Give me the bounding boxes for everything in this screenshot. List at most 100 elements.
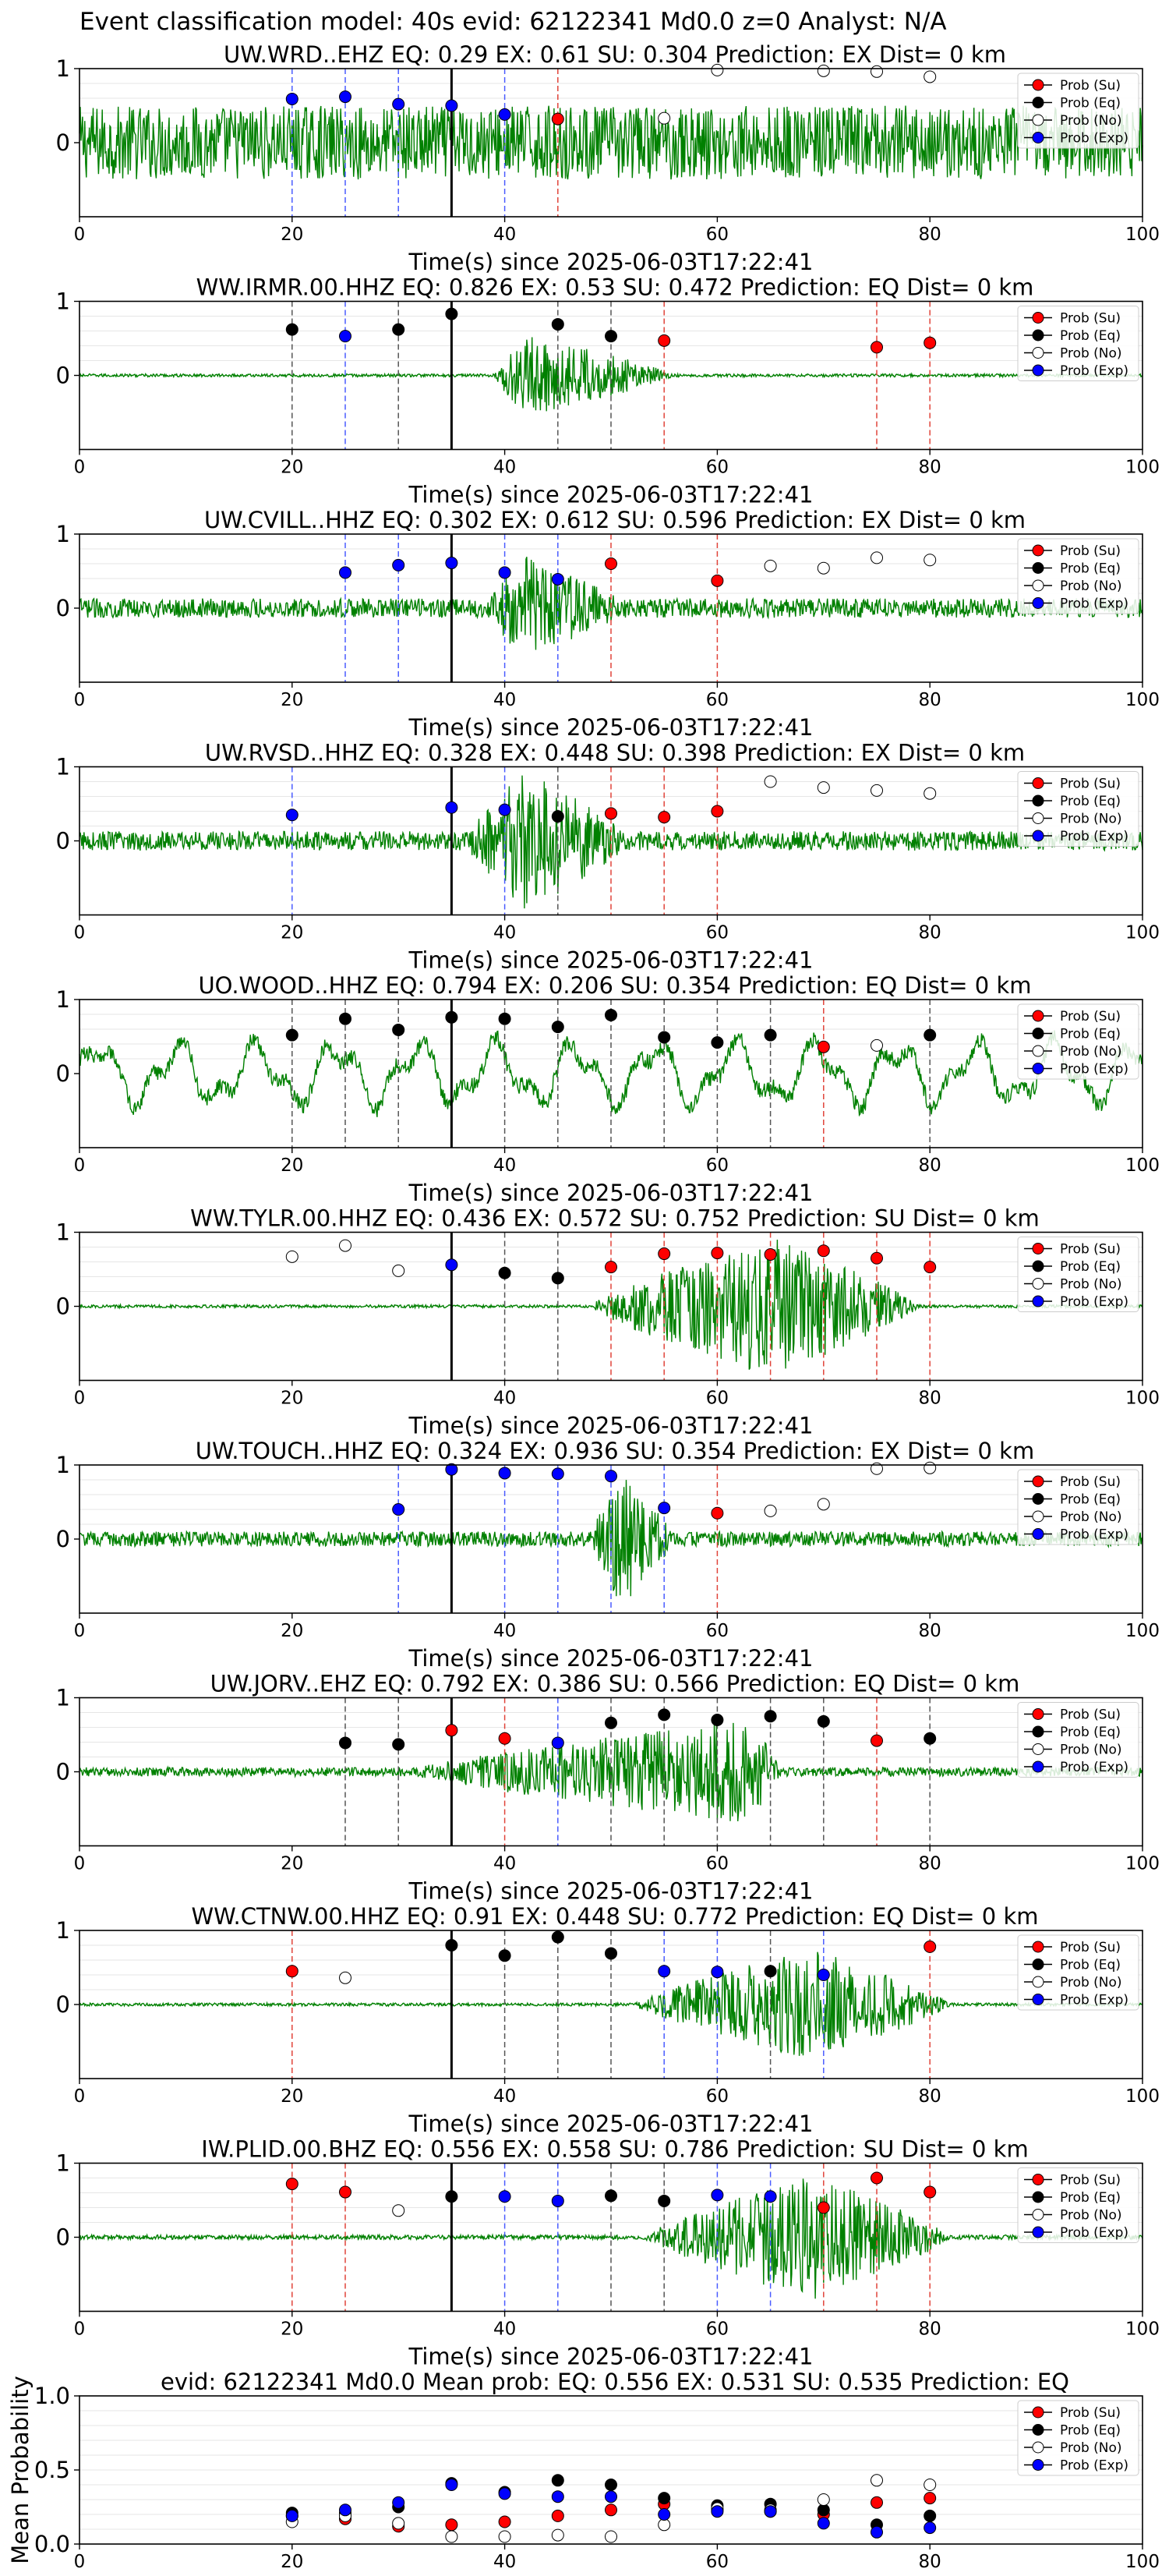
mean-prob-point-exp <box>817 2517 830 2530</box>
mean-prob-point-no <box>871 2474 883 2487</box>
x-tick-label: 100 <box>1125 923 1160 943</box>
legend: Prob (Su)Prob (Eq)Prob (No)Prob (Exp) <box>1017 1003 1139 1080</box>
legend-label: Prob (Su) <box>1060 1474 1121 1490</box>
prob-point-exp <box>392 1503 405 1516</box>
mean-prob-point-no <box>551 2528 564 2542</box>
x-tick-label: 20 <box>281 690 303 710</box>
prob-point-exp <box>551 572 564 586</box>
prob-point-exp <box>445 557 458 570</box>
mean-prob-point-su <box>871 2496 883 2509</box>
y-tick-label: 1 <box>56 521 70 547</box>
x-tick-label: 40 <box>493 1389 516 1409</box>
legend: Prob (Su)Prob (Eq)Prob (No)Prob (Exp) <box>1017 1237 1139 1312</box>
legend-label: Prob (Exp) <box>1060 2458 1128 2474</box>
legend-box <box>1017 2400 1139 2476</box>
x-tick-label: 100 <box>1125 2552 1160 2572</box>
legend-marker-eq <box>1032 2424 1044 2436</box>
x-tick-label: 40 <box>493 2319 516 2340</box>
x-tick-label: 20 <box>281 2086 303 2107</box>
y-tick-label: 0 <box>56 363 70 389</box>
prob-point-eq <box>605 1716 617 1729</box>
legend-marker-no <box>1032 2209 1044 2220</box>
prob-point-exp <box>711 2189 724 2202</box>
legend-box <box>1017 1237 1139 1312</box>
prob-point-no <box>817 1498 830 1511</box>
legend-marker-su <box>1032 1243 1044 1254</box>
prob-point-su <box>658 1247 671 1261</box>
x-tick-label: 40 <box>493 923 516 943</box>
panel-title: UW.WRD..EHZ EQ: 0.29 EX: 0.61 SU: 0.304 … <box>224 41 1006 68</box>
legend-label: Prob (Exp) <box>1060 1527 1128 1543</box>
legend-marker-no <box>1032 1278 1044 1290</box>
y-tick-label: 0 <box>56 595 70 621</box>
y-tick-label: 0 <box>56 1293 70 1320</box>
legend-label: Prob (Su) <box>1060 2173 1121 2189</box>
legend-marker-no <box>1032 347 1044 359</box>
legend-marker-su <box>1032 312 1044 324</box>
legend-marker-eq <box>1032 1493 1044 1505</box>
prob-point-eq <box>817 1714 830 1728</box>
x-axis-label: Time(s) since 2025-06-03T17:22:41 <box>408 1413 814 1439</box>
legend-label: Prob (Su) <box>1060 2405 1121 2421</box>
legend-label: Prob (Su) <box>1060 1940 1121 1955</box>
x-tick-label: 60 <box>706 1621 729 1641</box>
x-axis-label: Time(s) since 2025-06-03T17:22:41 <box>408 249 814 275</box>
prob-point-exp <box>498 1467 511 1480</box>
y-tick-label: 0 <box>56 1060 70 1087</box>
x-tick-label: 0 <box>74 2319 86 2340</box>
x-tick-label: 40 <box>493 1621 516 1641</box>
legend-marker-su <box>1032 1475 1044 1488</box>
legend-marker-eq <box>1032 1260 1044 1272</box>
y-tick-label: 1 <box>56 1685 70 1711</box>
panel-6: UW.TOUCH..HHZ EQ: 0.324 EX: 0.936 SU: 0.… <box>56 1438 1160 1672</box>
legend-label: Prob (Exp) <box>1060 829 1128 844</box>
x-tick-label: 0 <box>74 690 86 710</box>
prob-point-no <box>924 787 937 800</box>
x-tick-label: 0 <box>74 2552 86 2572</box>
prob-point-su <box>339 2185 351 2199</box>
legend-label: Prob (Exp) <box>1060 131 1128 147</box>
x-tick-label: 0 <box>74 225 86 245</box>
panel-5: WW.TYLR.00.HHZ EQ: 0.436 EX: 0.572 SU: 0… <box>56 1205 1160 1439</box>
prob-point-exp <box>605 1470 617 1483</box>
y-tick-label: 0.5 <box>34 2457 70 2483</box>
mean-prob-point-exp <box>658 2508 671 2521</box>
y-tick-label: 1 <box>56 1452 70 1478</box>
mean-prob-point-no <box>605 2530 617 2543</box>
prob-point-exp <box>551 1467 564 1481</box>
x-tick-label: 100 <box>1125 458 1160 478</box>
x-tick-label: 40 <box>493 690 516 710</box>
x-tick-label: 80 <box>919 2319 941 2340</box>
panel-3: UW.RVSD..HHZ EQ: 0.328 EX: 0.448 SU: 0.3… <box>56 740 1160 974</box>
legend-marker-exp <box>1032 1528 1044 1540</box>
prob-point-exp <box>498 803 511 816</box>
legend-marker-exp <box>1032 1994 1044 2005</box>
prob-point-eq <box>711 1036 724 1049</box>
x-tick-label: 0 <box>74 458 86 478</box>
legend-box <box>1017 1934 1139 2011</box>
prob-point-exp <box>658 1965 671 1978</box>
panel-title: WW.TYLR.00.HHZ EQ: 0.436 EX: 0.572 SU: 0… <box>190 1205 1040 1232</box>
prob-point-exp <box>658 1502 671 1515</box>
prob-point-su <box>924 1261 937 1274</box>
legend-label: Prob (No) <box>1060 1044 1122 1060</box>
prob-point-su <box>445 1724 458 1737</box>
legend-label: Prob (No) <box>1060 113 1122 129</box>
x-tick-label: 40 <box>493 458 516 478</box>
y-tick-label: 1 <box>56 754 70 780</box>
prob-point-su <box>871 1251 883 1265</box>
legend-label: Prob (Eq) <box>1060 1492 1121 1508</box>
mean-prob-point-su <box>924 2492 937 2505</box>
legend-label: Prob (Su) <box>1060 1009 1121 1024</box>
prob-point-exp <box>285 92 298 105</box>
prob-point-su <box>711 1247 724 1260</box>
mean-prob-point-no <box>658 2518 671 2532</box>
legend-label: Prob (Eq) <box>1060 1725 1121 1740</box>
prob-point-no <box>924 1461 937 1474</box>
mean-prob-point-eq <box>924 2509 937 2522</box>
x-axis-label: Time(s) since 2025-06-03T17:22:41 <box>408 1878 814 1905</box>
mean-prob-point-eq <box>551 2474 564 2487</box>
prob-point-su <box>605 1261 617 1274</box>
prob-point-eq <box>445 307 458 320</box>
